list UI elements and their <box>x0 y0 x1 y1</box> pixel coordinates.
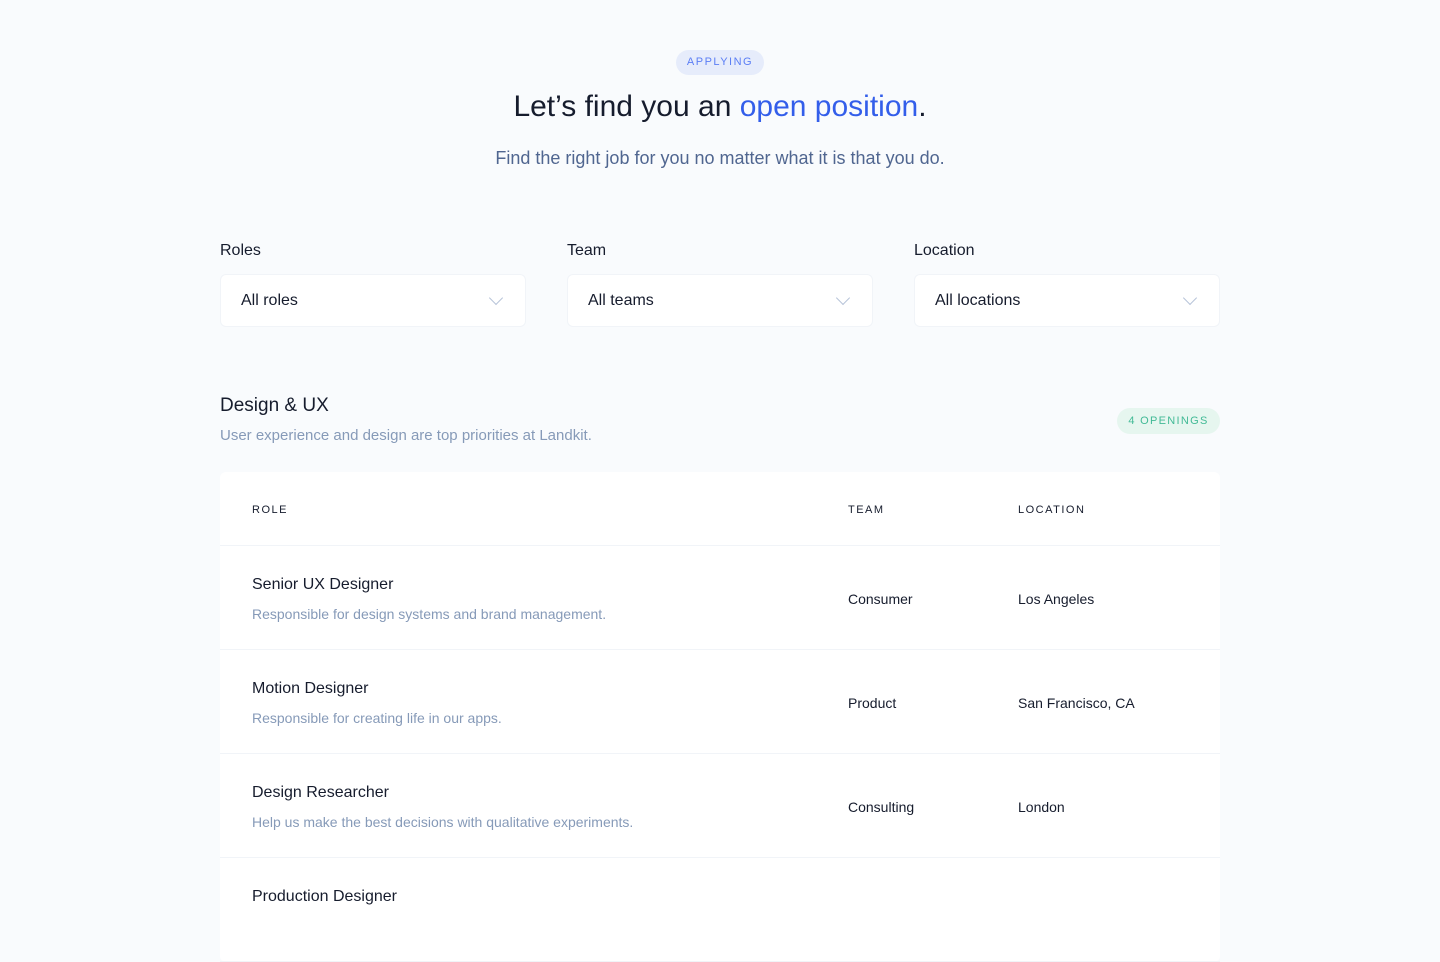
header-team: TEAM <box>848 504 885 516</box>
job-description: Responsible for design systems and brand… <box>252 606 607 622</box>
table-row[interactable]: Production Designer <box>220 858 1220 962</box>
location-filter: Location All locations <box>914 242 1220 327</box>
job-location: San Francisco, CA <box>1018 695 1135 711</box>
location-label: Location <box>914 242 975 259</box>
team-value: All teams <box>588 291 654 309</box>
team-label: Team <box>567 242 607 259</box>
job-description: Help us make the best decisions with qua… <box>252 814 634 830</box>
section-subtitle: User experience and design are top prior… <box>220 427 592 444</box>
chevron-down-icon <box>1182 290 1198 305</box>
header-location: LOCATION <box>1018 504 1086 516</box>
job-location: London <box>1018 799 1065 815</box>
title-prefix: Let’s find you an <box>513 90 740 123</box>
job-team: Product <box>848 695 897 711</box>
team-filter: Team All teams <box>567 242 873 327</box>
roles-label: Roles <box>220 242 261 259</box>
job-title[interactable]: Senior UX Designer <box>252 576 394 593</box>
table-row[interactable]: Motion Designer Responsible for creating… <box>220 650 1220 754</box>
roles-value: All roles <box>241 291 298 309</box>
job-team: Consulting <box>848 799 915 815</box>
applying-badge: APPLYING <box>676 50 764 75</box>
job-location: Los Angeles <box>1018 591 1095 607</box>
chevron-down-icon <box>488 290 504 305</box>
header-role: ROLE <box>252 504 288 516</box>
page-title: Let’s find you an open position. <box>0 90 1440 124</box>
page-subtitle: Find the right job for you no matter wha… <box>495 148 945 168</box>
jobs-table: ROLE TEAM LOCATION Senior UX Designer Re… <box>220 472 1220 962</box>
job-title[interactable]: Production Designer <box>252 888 397 905</box>
title-accent: open position <box>739 90 919 123</box>
job-title[interactable]: Motion Designer <box>252 680 369 697</box>
location-value: All locations <box>935 291 1021 309</box>
team-select[interactable]: All teams <box>567 274 873 327</box>
location-select[interactable]: All locations <box>914 274 1220 327</box>
title-suffix: . <box>918 90 927 123</box>
table-row[interactable]: Senior UX Designer Responsible for desig… <box>220 546 1220 650</box>
job-title[interactable]: Design Researcher <box>252 784 389 801</box>
section-title: Design & UX <box>220 395 329 416</box>
job-team: Consumer <box>848 591 913 607</box>
job-description: Responsible for creating life in our app… <box>252 710 502 726</box>
roles-filter: Roles All roles <box>220 242 526 327</box>
openings-badge: 4 OPENINGS <box>1117 408 1220 434</box>
chevron-down-icon <box>835 290 851 305</box>
roles-select[interactable]: All roles <box>220 274 526 327</box>
table-header: ROLE TEAM LOCATION <box>220 472 1220 546</box>
table-row[interactable]: Design Researcher Help us make the best … <box>220 754 1220 858</box>
